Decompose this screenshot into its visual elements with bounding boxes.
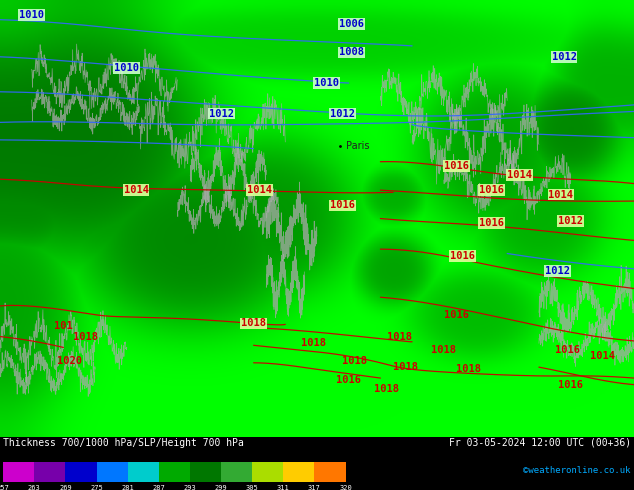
Text: 1018: 1018 [393,362,418,372]
Text: 1016: 1016 [450,251,475,261]
Bar [158,463,190,482]
Text: 1008: 1008 [339,48,364,57]
Text: 1016: 1016 [444,310,469,319]
Text: 317: 317 [308,485,321,490]
Bar [252,463,283,482]
Text: 1012: 1012 [552,52,576,62]
Text: 299: 299 [215,485,228,490]
Text: 1018: 1018 [374,384,399,394]
Text: 1012: 1012 [545,266,570,276]
Text: 1020: 1020 [57,356,82,366]
Text: 1018: 1018 [241,318,266,328]
Text: 1016: 1016 [444,161,469,171]
Text: ©weatheronline.co.uk: ©weatheronline.co.uk [523,466,631,475]
Bar [34,463,65,482]
Text: 101: 101 [54,320,73,331]
Bar [65,463,96,482]
Text: Fr 03-05-2024 12:00 UTC (00+36): Fr 03-05-2024 12:00 UTC (00+36) [449,438,631,447]
Text: 1010: 1010 [114,63,139,73]
Text: 1018: 1018 [73,332,98,342]
Text: 1018: 1018 [456,365,481,374]
Text: 1010: 1010 [314,78,339,88]
Text: 1006: 1006 [339,19,364,29]
Text: 1012: 1012 [558,216,583,226]
Text: 287: 287 [152,485,165,490]
Text: 281: 281 [121,485,134,490]
Text: 1014: 1014 [247,185,272,195]
Bar [127,463,158,482]
Text: 1016: 1016 [555,344,579,355]
Text: 1014: 1014 [124,185,148,195]
Text: 1016: 1016 [479,218,503,228]
Text: 293: 293 [183,485,197,490]
Text: 1014: 1014 [590,351,614,361]
Bar [314,463,346,482]
Text: 1018: 1018 [301,338,326,348]
Text: 1016: 1016 [558,380,583,390]
Text: 1014: 1014 [507,170,532,180]
Bar [3,463,34,482]
Bar [221,463,252,482]
Text: 263: 263 [28,485,41,490]
Text: 1016: 1016 [336,375,361,385]
Text: 257: 257 [0,485,10,490]
Text: 269: 269 [59,485,72,490]
Text: 305: 305 [246,485,259,490]
Text: 275: 275 [90,485,103,490]
Text: 1018: 1018 [342,356,367,366]
Bar [190,463,221,482]
Text: 1016: 1016 [330,200,354,210]
Text: 320: 320 [339,485,352,490]
Bar [96,463,127,482]
Text: Thickness 700/1000 hPa/SLP/Height 700 hPa: Thickness 700/1000 hPa/SLP/Height 700 hP… [3,438,244,447]
Text: 1014: 1014 [548,190,573,199]
Text: 311: 311 [277,485,290,490]
Bar [283,463,314,482]
Text: 1018: 1018 [431,344,456,355]
Text: 1018: 1018 [387,332,411,342]
Text: 1016: 1016 [479,185,503,195]
Text: 1012: 1012 [330,109,354,119]
Text: 1012: 1012 [209,109,234,119]
Text: Paris: Paris [346,142,369,151]
Text: 1010: 1010 [19,10,44,20]
